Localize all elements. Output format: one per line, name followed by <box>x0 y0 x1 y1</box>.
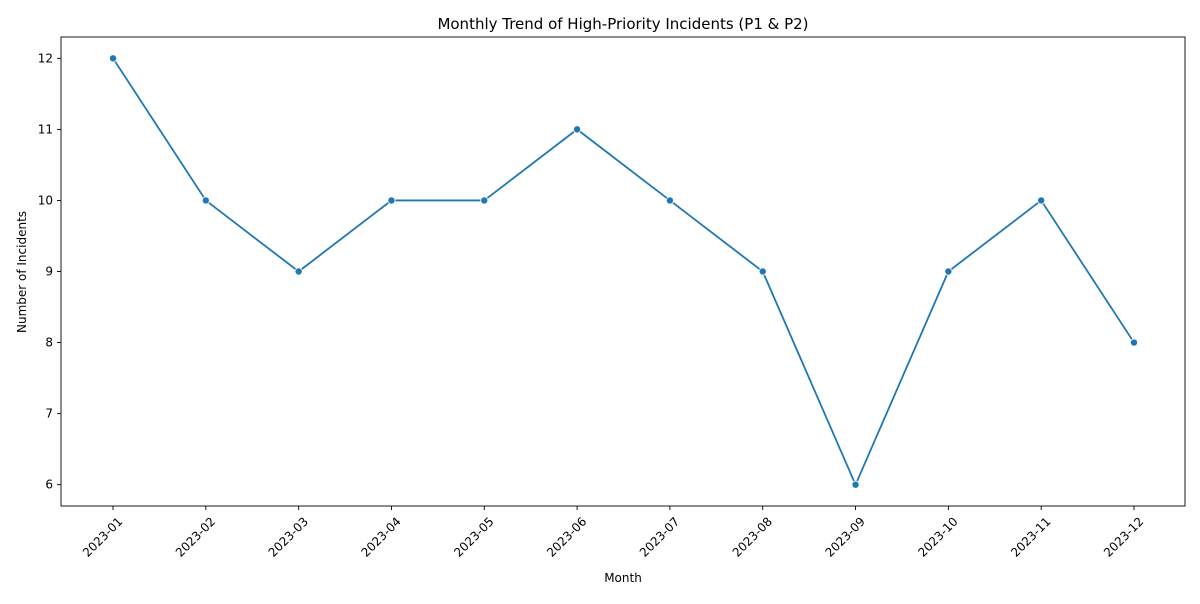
y-tick-label: 10 <box>38 193 53 207</box>
y-tick-label: 9 <box>45 265 53 279</box>
series-line <box>112 57 1135 486</box>
x-tick-label: 2023-02 <box>173 514 218 559</box>
y-tick-label: 6 <box>45 478 53 492</box>
x-tick-label: 2023-03 <box>266 514 311 559</box>
chart-title: Monthly Trend of High-Priority Incidents… <box>437 15 808 33</box>
data-point <box>758 267 767 276</box>
x-tick-label: 2023-08 <box>730 514 775 559</box>
data-point <box>665 196 674 205</box>
x-tick-label: 2023-10 <box>915 514 960 559</box>
x-tick-label: 2023-01 <box>80 514 125 559</box>
x-tick-label: 2023-07 <box>637 514 682 559</box>
y-tick-label: 11 <box>38 122 53 136</box>
x-axis-title: Month <box>604 571 642 585</box>
x-tick-label: 2023-05 <box>451 514 496 559</box>
x-tick-label: 2023-12 <box>1101 514 1146 559</box>
data-point <box>1130 338 1139 347</box>
plot-frame <box>60 36 1186 507</box>
x-tick-label: 2023-11 <box>1008 514 1053 559</box>
data-point <box>387 196 396 205</box>
data-point <box>201 196 210 205</box>
data-point <box>944 267 953 276</box>
y-tick-label: 12 <box>38 51 53 65</box>
data-point <box>851 480 860 489</box>
x-tick-label: 2023-06 <box>544 514 589 559</box>
x-tick-label: 2023-09 <box>823 514 868 559</box>
y-axis-title: Number of Incidents <box>15 211 29 333</box>
y-tick-label: 8 <box>45 336 53 350</box>
data-point <box>480 196 489 205</box>
data-point <box>1037 196 1046 205</box>
data-point <box>294 267 303 276</box>
plot-area: 6 7 8 9 10 11 12 2023-01 2023-02 2023-03 2023-04 20… <box>38 36 1186 560</box>
x-tick-label: 2023-04 <box>358 514 403 559</box>
data-point <box>573 125 582 134</box>
y-tick-label: 7 <box>45 407 53 421</box>
data-point <box>109 54 118 63</box>
